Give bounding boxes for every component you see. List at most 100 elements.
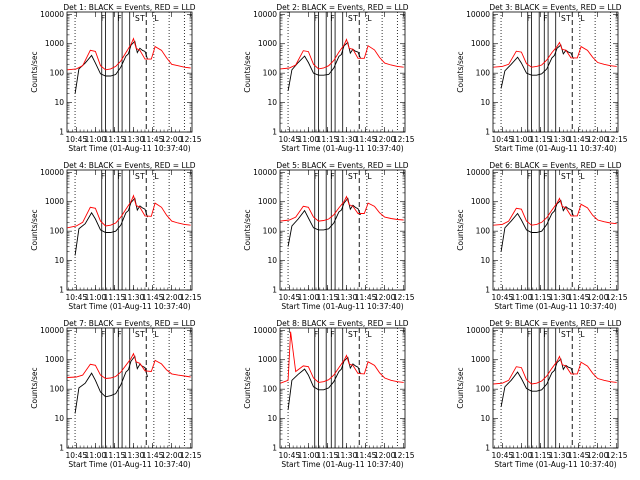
x-tick-label: 12:15 (606, 451, 628, 460)
x-tick-label: 11:30 (336, 135, 358, 144)
y-tick-label: 10 (267, 98, 277, 107)
y-tick-label: 10000 (40, 10, 64, 19)
x-tick-label: 11:45 (355, 135, 377, 144)
x-tick-label: 11:15 (104, 293, 126, 302)
band-label: L (580, 14, 585, 23)
band-label: F (314, 172, 318, 181)
y-axis-label: Counts/sec (243, 367, 252, 408)
y-axis-label: Counts/sec (243, 51, 252, 92)
y-tick-label: 10 (54, 98, 64, 107)
x-tick-label: 11:00 (85, 135, 107, 144)
y-tick-label: 100 (50, 385, 65, 394)
band-label: S (135, 330, 140, 339)
y-tick-label: 10 (267, 414, 277, 423)
band-label: T (139, 330, 145, 339)
x-tick-label: 11:45 (568, 293, 590, 302)
y-tick-label: 10 (54, 414, 64, 423)
x-tick-label: 11:00 (298, 135, 320, 144)
events-series-line (500, 199, 574, 252)
x-tick-label: 11:45 (142, 451, 164, 460)
y-tick-label: 100 (476, 227, 491, 236)
band-label: F (314, 330, 318, 339)
x-tick-label: 11:15 (104, 135, 126, 144)
x-tick-label: 12:00 (587, 451, 609, 460)
band-label: F (527, 172, 531, 181)
y-tick-label: 10 (54, 256, 64, 265)
x-axis-label: Start Time (01-Aug-11 10:37:40) (68, 460, 190, 469)
panel-det-9: Det 9: BLACK = Events, RED = LLD 1 10 100 10… (456, 319, 628, 469)
y-tick-label: 100 (476, 69, 491, 78)
x-axis-label: Start Time (01-Aug-11 10:37:40) (68, 302, 190, 311)
panel-title: Det 8: BLACK = Events, RED = LLD (276, 319, 408, 328)
band-label: F (117, 14, 121, 23)
x-tick-label: 11:00 (511, 135, 533, 144)
x-tick-label: 11:15 (530, 135, 552, 144)
x-tick-label: 10:45 (279, 135, 301, 144)
panel-title: Det 5: BLACK = Events, RED = LLD (276, 161, 408, 170)
band-label: T (565, 172, 571, 181)
panel-det-3: Det 3: BLACK = Events, RED = LLD 1 10 100 10… (456, 3, 628, 153)
x-tick-label: 10:45 (66, 451, 88, 460)
band-label: L (367, 172, 372, 181)
lld-series-line (67, 37, 191, 71)
events-series-line (74, 197, 148, 256)
events-series-line (287, 197, 361, 247)
panel-title: Det 7: BLACK = Events, RED = LLD (63, 319, 195, 328)
y-axis-label: Counts/sec (456, 209, 465, 250)
band-label: S (348, 330, 353, 339)
band-label: S (135, 14, 140, 23)
x-axis-label: Start Time (01-Aug-11 10:37:40) (494, 144, 616, 153)
band-label: S (561, 172, 566, 181)
y-axis-label: Counts/sec (456, 51, 465, 92)
y-tick-label: 10000 (253, 10, 277, 19)
x-tick-label: 11:15 (317, 451, 339, 460)
x-tick-label: 11:45 (568, 451, 590, 460)
band-label: F (330, 14, 334, 23)
band-label: L (154, 14, 159, 23)
y-tick-label: 1 (59, 444, 64, 453)
x-tick-label: 11:15 (317, 135, 339, 144)
x-tick-label: 11:30 (336, 293, 358, 302)
x-axis-label: Start Time (01-Aug-11 10:37:40) (281, 460, 403, 469)
x-tick-label: 12:00 (374, 293, 396, 302)
band-label: L (154, 330, 159, 339)
band-label: T (565, 14, 571, 23)
x-tick-label: 11:15 (530, 293, 552, 302)
panel-title: Det 3: BLACK = Events, RED = LLD (489, 3, 621, 12)
band-label: F (330, 172, 334, 181)
y-tick-label: 1000 (471, 39, 490, 48)
x-tick-label: 12:15 (180, 293, 202, 302)
lld-series-line (493, 355, 617, 385)
x-tick-label: 11:00 (85, 293, 107, 302)
panel-title: Det 2: BLACK = Events, RED = LLD (276, 3, 408, 12)
events-series-line (500, 358, 574, 407)
y-tick-label: 10000 (466, 326, 490, 335)
x-tick-label: 11:30 (549, 293, 571, 302)
x-axis-label: Start Time (01-Aug-11 10:37:40) (494, 302, 616, 311)
y-tick-label: 1000 (45, 39, 64, 48)
lld-series-line (280, 38, 404, 70)
x-tick-label: 11:30 (336, 451, 358, 460)
band-label: T (352, 172, 358, 181)
x-tick-label: 11:30 (123, 135, 145, 144)
band-label: F (543, 330, 547, 339)
events-series-line (74, 40, 148, 94)
y-tick-label: 1 (272, 128, 277, 137)
panel-det-5: Det 5: BLACK = Events, RED = LLD 1 10 100 10… (243, 161, 415, 311)
band-label: F (117, 330, 121, 339)
x-tick-label: 11:00 (298, 293, 320, 302)
band-label: S (135, 172, 140, 181)
panel-det-6: Det 6: BLACK = Events, RED = LLD 1 10 100 10… (456, 161, 628, 311)
x-tick-label: 11:30 (123, 293, 145, 302)
band-label: S (561, 330, 566, 339)
events-series-line (500, 44, 574, 89)
band-label: F (543, 14, 547, 23)
y-axis-label: Counts/sec (30, 51, 39, 92)
y-tick-label: 100 (476, 385, 491, 394)
x-tick-label: 11:00 (511, 451, 533, 460)
y-axis-label: Counts/sec (456, 367, 465, 408)
x-tick-label: 12:15 (180, 135, 202, 144)
band-label: F (314, 14, 318, 23)
x-tick-label: 11:00 (511, 293, 533, 302)
y-tick-label: 1000 (45, 197, 64, 206)
